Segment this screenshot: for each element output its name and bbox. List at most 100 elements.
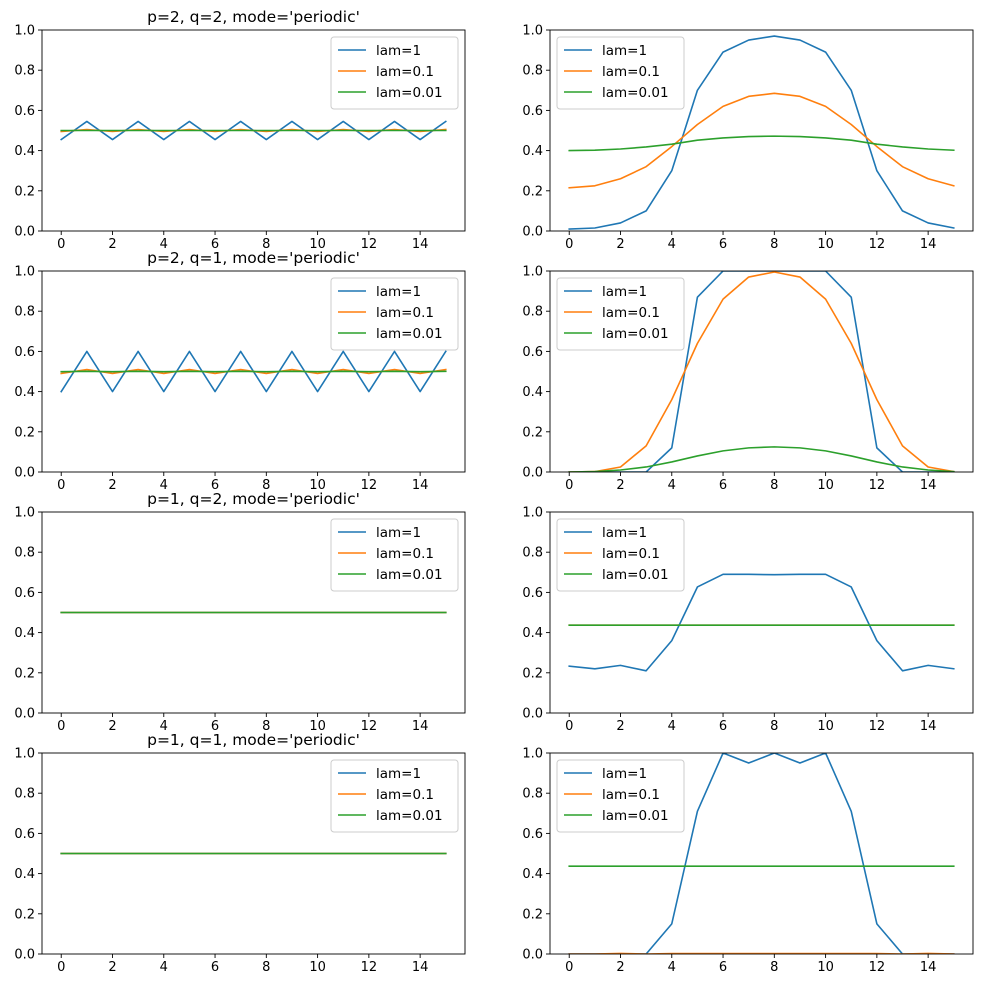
legend-label: lam=0.01 (602, 808, 669, 824)
axes-frame (549, 29, 974, 232)
y-tick-label: 0.2 (522, 907, 543, 922)
x-tick-label: 2 (616, 960, 624, 975)
x-tick-label: 12 (361, 960, 378, 975)
x-tick-label: 14 (412, 478, 429, 493)
legend: lam=1 lam=0.1 lam=0.01 (556, 277, 685, 351)
x-tick-label: 14 (920, 719, 937, 734)
legend-box (556, 759, 685, 833)
x-tick-label: 0 (565, 478, 573, 493)
x-tick-label: 6 (211, 719, 219, 734)
x-tick-label: 0 (57, 478, 65, 493)
legend-label: lam=0.1 (602, 305, 660, 321)
x-tick-label: 12 (361, 478, 378, 493)
x-tick-label: 6 (211, 478, 219, 493)
y-tick-label: 1.0 (14, 506, 35, 521)
y-tick-label: 0.2 (14, 184, 35, 199)
x-tick-label: 8 (262, 237, 270, 252)
y-tick-label: 0.8 (522, 305, 543, 320)
x-tick-label: 10 (817, 960, 834, 975)
series-line-2 (568, 271, 955, 472)
series-lines (568, 271, 955, 472)
x-tick-label: 14 (412, 719, 429, 734)
legend-box (556, 518, 685, 592)
x-tick-label: 4 (668, 478, 676, 493)
x-tick-label: 14 (920, 478, 937, 493)
axes-frame (41, 511, 466, 714)
x-tick-label: 10 (817, 719, 834, 734)
legend-label: lam=1 (376, 284, 421, 300)
x-tick-label: 4 (160, 960, 168, 975)
x-tick-label: 0 (57, 237, 65, 252)
y-tick-label: 0.4 (14, 626, 35, 641)
y-tick-label: 0.4 (522, 144, 543, 159)
y-tick-label: 0.8 (14, 787, 35, 802)
axes-frame (41, 752, 466, 955)
x-tick-label: 10 (309, 478, 326, 493)
legend-label: lam=1 (376, 525, 421, 541)
subplot-1: 0 2 4 6 8 10 12 14 0.0 0.2 0.4 0.6 0.8 1.0 p=2, q=2, m… (14, 8, 466, 252)
subplot-title: p=1, q=2, mode='periodic' (147, 490, 360, 508)
legend: lam=1 lam=0.1 lam=0.01 (330, 759, 459, 833)
x-tick-label: 4 (160, 237, 168, 252)
y-tick-label: 0.0 (522, 466, 543, 481)
x-tick-label: 6 (719, 478, 727, 493)
y-tick-label: 0.4 (14, 144, 35, 159)
x-tick-label: 2 (108, 478, 116, 493)
axes-frame (549, 752, 974, 955)
subplot-title: p=1, q=1, mode='periodic' (147, 731, 360, 749)
y-tick-label: 0.8 (522, 546, 543, 561)
y-tick-label: 1.0 (14, 265, 35, 280)
x-tick-label: 6 (719, 237, 727, 252)
legend-label: lam=0.1 (376, 64, 434, 80)
legend: lam=1 lam=0.1 lam=0.01 (556, 759, 685, 833)
series-line-1 (568, 35, 955, 230)
series-line-3 (568, 446, 955, 472)
x-tick-label: 2 (616, 237, 624, 252)
x-tick-label: 10 (309, 960, 326, 975)
x-tick-label: 0 (565, 237, 573, 252)
y-tick-label: 0.6 (14, 586, 35, 601)
legend-label: lam=0.01 (376, 808, 443, 824)
y-tick-label: 0.4 (522, 626, 543, 641)
y-tick-label: 0.8 (14, 64, 35, 79)
x-tick-label: 12 (361, 237, 378, 252)
legend-box (330, 36, 459, 110)
y-tick-label: 0.4 (14, 867, 35, 882)
axes-frame (41, 29, 466, 232)
x-tick-label: 0 (57, 719, 65, 734)
x-tick-label: 0 (565, 960, 573, 975)
legend-label: lam=1 (376, 766, 421, 782)
x-tick-label: 10 (817, 478, 834, 493)
y-tick-label: 0.0 (522, 707, 543, 722)
series-lines (60, 350, 447, 393)
x-tick-label: 14 (412, 960, 429, 975)
subplot-3: 0 2 4 6 8 10 12 14 0.0 0.2 0.4 0.6 0.8 1.0 p=2, q=1, m… (14, 249, 466, 493)
legend-label: lam=0.01 (376, 567, 443, 583)
y-tick-label: 0.2 (14, 907, 35, 922)
y-tick-label: 0.6 (14, 345, 35, 360)
x-tick-label: 14 (412, 237, 429, 252)
legend: lam=1 lam=0.1 lam=0.01 (330, 518, 459, 592)
x-tick-label: 8 (262, 719, 270, 734)
subplot-2: 0 2 4 6 8 10 12 14 0.0 0.2 0.4 0.6 0.8 1.0 lam=1 lam=0.… (522, 24, 974, 252)
series-line-1 (568, 753, 955, 954)
axes-frame (549, 511, 974, 714)
legend-label: lam=1 (602, 525, 647, 541)
series-lines (60, 120, 447, 141)
y-tick-label: 0.2 (522, 425, 543, 440)
x-tick-label: 4 (160, 719, 168, 734)
series-line-3 (568, 135, 955, 152)
subplot-title: p=2, q=2, mode='periodic' (147, 8, 360, 26)
y-tick-label: 0.0 (522, 948, 543, 963)
y-tick-label: 0.4 (522, 385, 543, 400)
legend-label: lam=0.1 (376, 787, 434, 803)
y-tick-label: 0.8 (14, 305, 35, 320)
x-tick-label: 6 (719, 719, 727, 734)
legend-label: lam=1 (602, 284, 647, 300)
legend-label: lam=0.01 (602, 567, 669, 583)
legend-label: lam=0.01 (602, 85, 669, 101)
legend-label: lam=0.1 (602, 787, 660, 803)
subplot-5: 0 2 4 6 8 10 12 14 0.0 0.2 0.4 0.6 0.8 1.0 p=1, q=2, m… (14, 490, 466, 734)
x-tick-label: 14 (920, 237, 937, 252)
y-tick-label: 0.8 (522, 64, 543, 79)
